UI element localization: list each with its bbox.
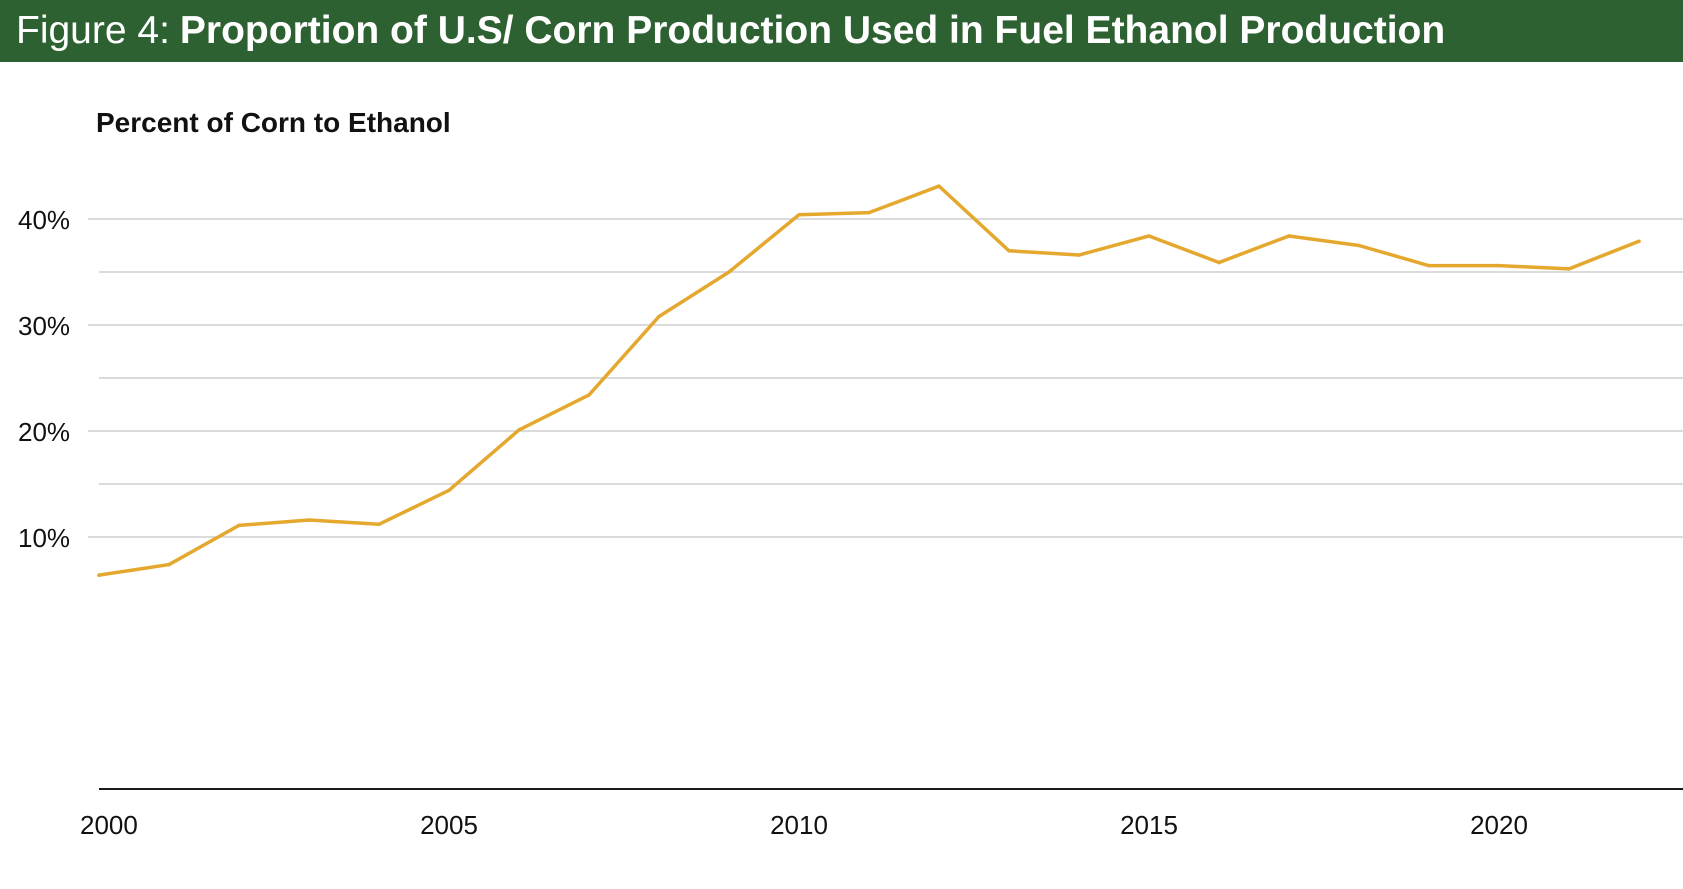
data-point [307, 518, 311, 522]
data-point [657, 314, 661, 319]
data-point [167, 562, 171, 567]
x-tick-label: 2005 [420, 810, 478, 840]
data-point [377, 522, 381, 527]
data-point [797, 212, 801, 217]
chart-area: Percent of Corn to Ethanol 10% 20% 30% 40% … [0, 62, 1683, 884]
data-point [447, 488, 451, 493]
data-point [1287, 234, 1291, 238]
y-tick-label: 40% [18, 205, 70, 235]
data-point [517, 428, 521, 432]
x-tick-label: 2010 [770, 810, 828, 840]
figure-title: Proportion of U.S/ Corn Production Used … [179, 9, 1446, 52]
data-point [1497, 263, 1501, 268]
y-tick-label: 10% [18, 523, 70, 553]
data-point [1007, 249, 1011, 253]
data-point [237, 523, 241, 528]
data-point [97, 573, 101, 577]
data-point [1217, 260, 1221, 265]
x-tick-label: 2020 [1470, 810, 1528, 840]
x-tick-label: 2000 [80, 810, 138, 840]
y-tick-label: 20% [18, 417, 70, 447]
figure-title-bar: Figure 4: Proportion of U.S/ Corn Produc… [0, 0, 1683, 62]
y-axis-ticks: 10% 20% 30% 40% [18, 205, 70, 553]
data-point [1357, 243, 1361, 248]
y-tick-label: 30% [18, 311, 70, 341]
data-point [937, 184, 941, 188]
figure-label: Figure 4: [16, 9, 170, 52]
data-point [727, 270, 731, 274]
x-axis-ticks: 2000 2005 2010 2015 2020 [80, 810, 1528, 840]
data-point [1637, 239, 1641, 244]
line-chart: Percent of Corn to Ethanol 10%20%30%40% … [18, 107, 1683, 840]
data-point [1147, 234, 1151, 238]
data-point [1077, 253, 1081, 257]
y-axis-title: Percent of Corn to Ethanol [96, 107, 451, 138]
data-point [867, 210, 871, 215]
data-point [587, 393, 591, 397]
x-tick-label: 2015 [1120, 810, 1178, 840]
series-line [97, 184, 1641, 577]
data-point [1567, 267, 1571, 271]
gridlines [88, 218, 1683, 538]
data-point [1427, 263, 1431, 268]
series-layer [97, 184, 1641, 577]
